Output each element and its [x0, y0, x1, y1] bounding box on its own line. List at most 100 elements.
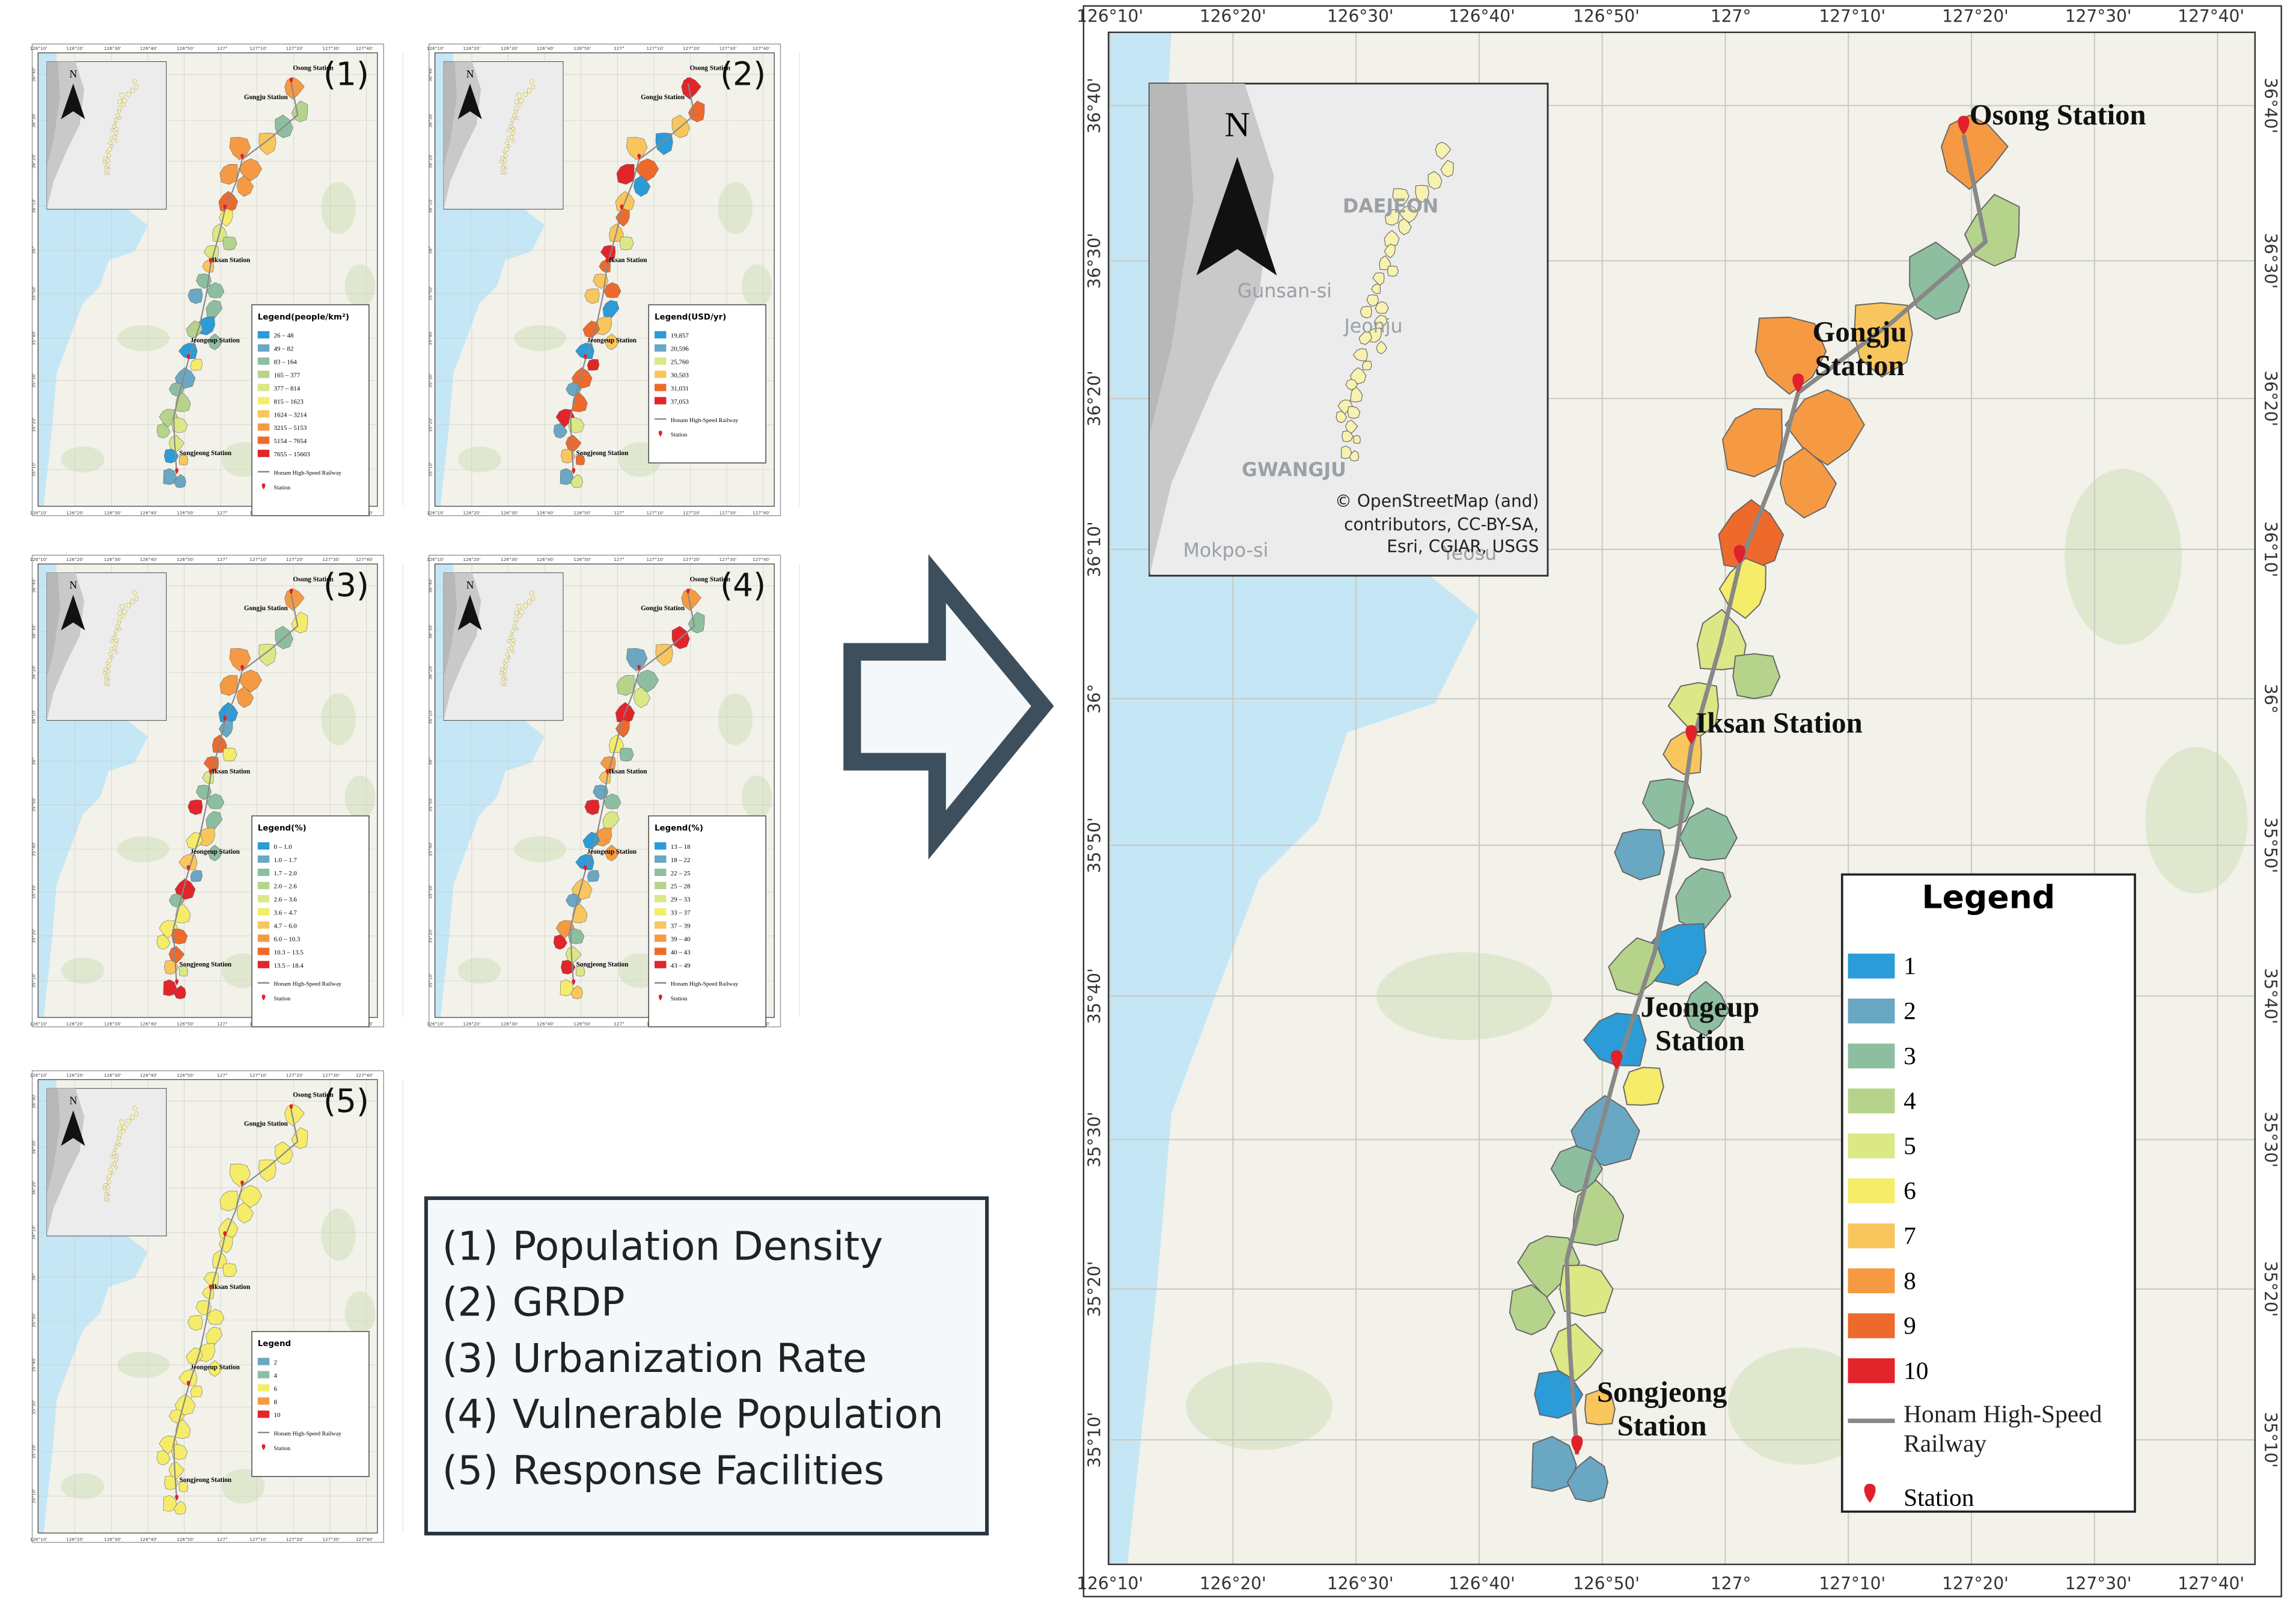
latitude-label: 36°20': [1084, 370, 1104, 426]
latitude-label: 36°10': [1084, 521, 1104, 577]
latitude-label: 36°20': [31, 665, 36, 679]
longitude-label: 127°30': [322, 1537, 340, 1542]
inset-region: [109, 1162, 114, 1167]
small-legend-label: 39 – 40: [671, 935, 691, 943]
inset-region: [1427, 171, 1443, 190]
longitude-label: 127°40': [356, 46, 373, 51]
region: [174, 367, 196, 389]
region: [179, 1481, 189, 1492]
longitude-label: 127°: [217, 510, 228, 515]
small-map: 126°10' 126°20' 126°30' 126°40' 126°50' 127° 1…: [30, 554, 403, 1027]
small-legend-swatch: [654, 934, 667, 942]
small-legend-swatch: [654, 908, 667, 916]
longitude-label: 127°30': [322, 46, 340, 51]
topic-number: (1): [442, 1223, 498, 1269]
station-marker: [572, 468, 576, 474]
longitude-label: 127°30': [719, 46, 737, 51]
forest: [1186, 1362, 1333, 1451]
small-legend-swatch: [257, 934, 270, 942]
small-legend-label: 10: [274, 1412, 281, 1419]
station-marker: [186, 865, 191, 871]
region: [190, 870, 203, 882]
small-legend-swatch: [257, 868, 270, 877]
region: [159, 409, 178, 428]
small-map-border: [37, 1079, 378, 1534]
station-marker: [289, 589, 293, 595]
region: [1572, 1179, 1625, 1246]
region: [159, 920, 178, 939]
legend-label: 8: [1904, 1267, 1916, 1294]
station-label: Iksan Station: [1696, 707, 1863, 740]
longitude-label: 126°40': [537, 557, 554, 562]
latitude-label: 36°: [428, 246, 433, 254]
region: [655, 644, 673, 667]
inset-region: [1350, 387, 1363, 403]
north-label: N: [69, 579, 77, 591]
longitude-label: 127°20': [286, 1537, 304, 1542]
longitude-label: 126°10': [1076, 7, 1143, 26]
inset-region: [132, 1106, 138, 1112]
inset-region: [107, 658, 112, 663]
railway: [173, 83, 299, 474]
region: [174, 474, 186, 488]
longitude-label: 127°20': [683, 510, 700, 515]
longitude-label: 126°40': [140, 557, 157, 562]
inset-region: [106, 158, 111, 162]
region: [208, 845, 222, 862]
inset-sea: [444, 61, 457, 167]
inset-region: [102, 159, 106, 164]
inset-region: [117, 99, 122, 105]
inset-region: [104, 1192, 108, 1196]
inset-region: [104, 165, 108, 170]
small-legend: Legend(%) 0 – 1.0 1.0 – 1.7 1.7 – 2.0 2.0 – …: [251, 815, 370, 1027]
region: [219, 1190, 238, 1211]
small-legend-station-label: Station: [274, 996, 291, 1002]
inset-region: [1362, 361, 1372, 370]
region: [1549, 1323, 1604, 1382]
station-marker: [1864, 1484, 1876, 1503]
inset-region: [134, 1111, 138, 1116]
longitude-label: 126°50': [573, 46, 591, 51]
inset-region: [516, 93, 522, 99]
station-label: Songjeong Station: [179, 961, 231, 968]
latitude-label: 36°: [31, 758, 36, 765]
latitude-label: 36°30': [31, 113, 36, 127]
small-legend-swatch: [257, 331, 270, 338]
inset-region: [105, 1189, 110, 1193]
inset-region: [514, 620, 518, 625]
inset-region: [132, 79, 138, 85]
small-legend-swatch: [654, 881, 667, 889]
region: [582, 831, 600, 849]
inset-region: [507, 639, 511, 643]
small-map: 126°10' 126°20' 126°30' 126°40' 126°50' 127° 1…: [30, 1070, 403, 1543]
small-legend-station-label: Station: [274, 1445, 291, 1452]
inset-region: [106, 1185, 111, 1189]
latitude-label: 35°30': [428, 373, 433, 388]
inset-region: [121, 1128, 126, 1134]
station-label: Iksan Station: [212, 1284, 251, 1291]
inset-region: [121, 98, 128, 104]
topic-label: Response Facilities: [513, 1448, 885, 1494]
topic-number: (2): [442, 1279, 498, 1326]
small-legend: Legend(%) 13 – 18 18 – 22 22 – 25 25 – 28 29 …: [648, 815, 766, 1027]
forest: [61, 1473, 105, 1499]
inset-region: [501, 170, 505, 174]
longitude-label: 127°10': [249, 557, 267, 562]
small-legend-label: 4: [274, 1372, 278, 1379]
inset-sea: [1149, 84, 1194, 435]
longitude-label: 126°40': [1449, 1573, 1515, 1593]
forest: [321, 1208, 356, 1261]
region: [605, 845, 619, 862]
inset-region: [114, 638, 119, 642]
small-legend-swatch: [257, 1397, 270, 1405]
forest: [2145, 747, 2248, 894]
longitude-label: 126°20': [1200, 1573, 1266, 1593]
longitude-label: 126°50': [177, 557, 194, 562]
latitude-label: 36°40': [428, 578, 433, 593]
latitude-label: 36°10': [31, 198, 36, 213]
region: [1732, 653, 1781, 699]
longitude-label: 127°: [217, 1073, 228, 1078]
inset-region: [108, 652, 112, 657]
inset-region: [102, 1186, 106, 1190]
